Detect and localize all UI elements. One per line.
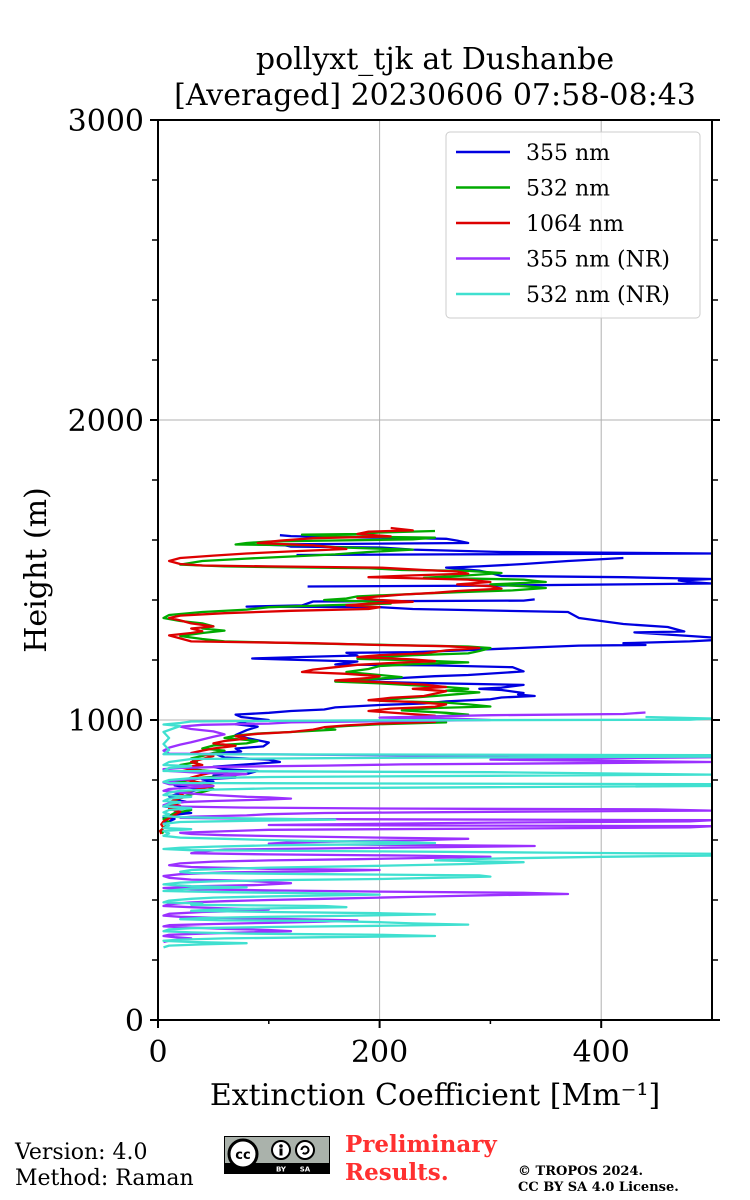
method-label: Method: Raman [15, 1166, 194, 1191]
copyright-line2: CC BY SA 4.0 License. [518, 1180, 679, 1195]
chart-title: pollyxt_tjk at Dushanbe [255, 42, 615, 77]
preliminary-label-line1: Preliminary [345, 1131, 497, 1158]
svg-text:cc: cc [235, 1148, 250, 1163]
chart-subtitle: [Averaged] 20230606 07:58-08:43 [174, 78, 696, 113]
x-tick-label: 0 [148, 1035, 167, 1070]
svg-text:SA: SA [300, 1166, 311, 1174]
legend-label: 355 nm (NR) [526, 248, 670, 273]
copyright-line1: © TROPOS 2024. [518, 1164, 644, 1179]
legend-box [445, 131, 701, 319]
series-line-0 [307, 556, 712, 588]
y-tick-label: 0 [125, 1004, 144, 1039]
legend-label: 532 nm (NR) [526, 283, 670, 308]
legend-label: 532 nm [526, 177, 610, 202]
version-label: Version: 4.0 [15, 1140, 148, 1165]
x-tick-label: 200 [351, 1035, 408, 1070]
y-tick-label: 1000 [68, 704, 144, 739]
preliminary-label-line2: Results. [345, 1159, 449, 1186]
svg-text:BY: BY [276, 1166, 287, 1174]
x-axis-label: Extinction Coefficient [Mm⁻¹] [210, 1078, 660, 1113]
y-axis-label: Height (m) [19, 487, 54, 652]
cc-by-sa-logo: cc BY SA [224, 1136, 330, 1174]
x-tick-label: 400 [573, 1035, 630, 1070]
series-line-4 [162, 715, 712, 949]
legend-label: 1064 nm [526, 212, 624, 237]
legend-label: 355 nm [526, 141, 610, 166]
y-tick-label: 2000 [68, 404, 144, 439]
y-tick-label: 3000 [68, 104, 144, 139]
plot-frame [157, 119, 713, 1021]
series-line-2 [159, 526, 503, 835]
